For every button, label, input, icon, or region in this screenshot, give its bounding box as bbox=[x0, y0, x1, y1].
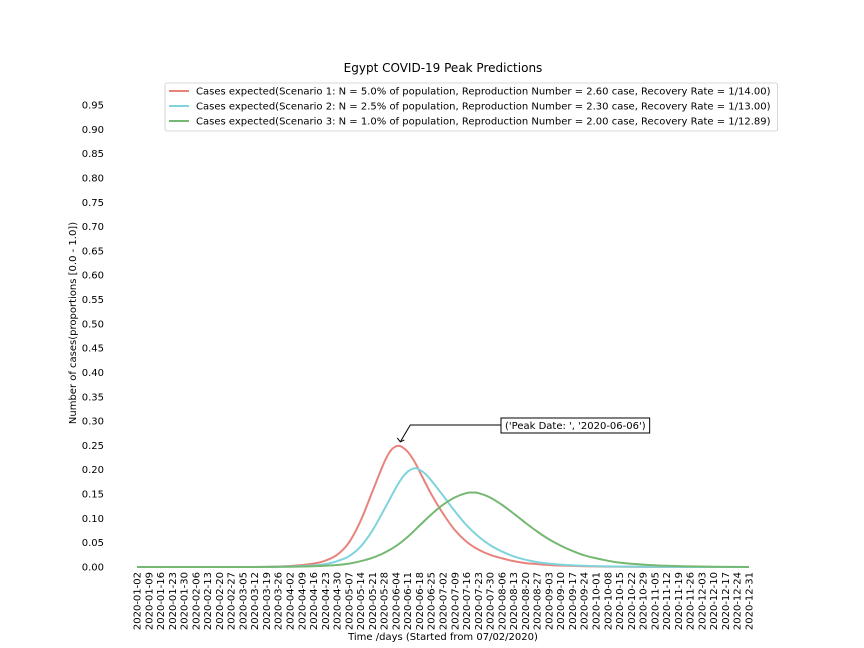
y-tick-label: 0.10 bbox=[82, 514, 104, 525]
x-tick-label: 2020-02-13 bbox=[203, 572, 214, 630]
x-axis-ticks: 2020-01-02 2020-01-09 2020-01-16 2020-01-23… bbox=[133, 572, 756, 630]
legend-label-1: Cases expected(Scenario 1: N = 5.0% of p… bbox=[196, 87, 771, 98]
y-tick-label: 0.70 bbox=[82, 222, 104, 233]
x-tick-label: 2020-11-26 bbox=[686, 572, 697, 630]
y-tick-label: 0.15 bbox=[82, 490, 104, 501]
x-tick-label: 2020-04-02 bbox=[286, 572, 297, 630]
x-tick-label: 2020-12-24 bbox=[733, 572, 744, 630]
x-tick-label: 2020-05-21 bbox=[368, 572, 379, 630]
series-lines bbox=[137, 444, 750, 569]
x-tick-label: 2020-01-30 bbox=[180, 572, 191, 630]
series-line-1 bbox=[137, 444, 750, 569]
x-tick-label: 2020-08-20 bbox=[521, 572, 532, 630]
x-tick-label: 2020-03-26 bbox=[274, 572, 285, 630]
x-tick-label: 2020-10-08 bbox=[603, 572, 614, 630]
x-tick-label: 2020-02-27 bbox=[227, 572, 238, 630]
y-tick-label: 0.55 bbox=[82, 295, 104, 306]
y-tick-label: 0.40 bbox=[82, 368, 104, 379]
y-tick-label: 0.65 bbox=[82, 246, 104, 257]
y-axis-ticks: 0.00 0.05 0.10 0.15 0.20 0.25 0.30 0.35 0.40 0.45… bbox=[82, 101, 104, 574]
x-tick-label: 2020-05-14 bbox=[356, 572, 367, 630]
x-tick-label: 2020-11-12 bbox=[662, 572, 673, 630]
x-tick-label: 2020-10-01 bbox=[592, 572, 603, 630]
x-tick-label: 2020-09-17 bbox=[568, 572, 579, 630]
series-line-2 bbox=[137, 467, 750, 569]
x-tick-label: 2020-10-22 bbox=[627, 572, 638, 630]
x-tick-label: 2020-08-13 bbox=[509, 572, 520, 630]
x-tick-label: 2020-11-05 bbox=[650, 572, 661, 630]
x-tick-label: 2020-09-03 bbox=[544, 572, 555, 630]
x-tick-label: 2020-07-23 bbox=[474, 572, 485, 630]
y-axis-label: Number of cases(proportions [0.0 - 1.0]) bbox=[68, 222, 79, 424]
x-tick-label: 2020-08-06 bbox=[497, 572, 508, 630]
y-tick-label: 0.35 bbox=[82, 392, 104, 403]
x-tick-label: 2020-03-05 bbox=[238, 572, 249, 630]
x-tick-label: 2020-02-20 bbox=[215, 572, 226, 630]
x-tick-label: 2020-06-11 bbox=[403, 572, 414, 630]
x-tick-label: 2020-12-17 bbox=[721, 572, 732, 630]
x-tick-label: 2020-01-16 bbox=[156, 572, 167, 630]
x-tick-label: 2020-05-28 bbox=[380, 572, 391, 630]
x-tick-label: 2020-12-31 bbox=[745, 572, 756, 630]
legend-frame bbox=[164, 82, 778, 132]
y-tick-label: 0.85 bbox=[82, 149, 104, 160]
x-tick-label: 2020-07-02 bbox=[439, 572, 450, 630]
y-tick-label: 0.95 bbox=[82, 101, 104, 112]
peak-annotation: ('Peak Date: ', '2020-06-06') bbox=[396, 417, 651, 443]
x-tick-label: 2020-03-12 bbox=[250, 572, 261, 630]
x-tick-label: 2020-04-30 bbox=[333, 572, 344, 630]
y-tick-label: 0.50 bbox=[82, 319, 104, 330]
y-tick-label: 0.25 bbox=[82, 441, 104, 452]
x-tick-label: 2020-12-03 bbox=[697, 572, 708, 630]
x-tick-label: 2020-10-29 bbox=[639, 572, 650, 630]
annotation-text: ('Peak Date: ', '2020-06-06') bbox=[505, 421, 646, 432]
annotation-box bbox=[500, 417, 651, 434]
x-tick-label: 2020-01-23 bbox=[168, 572, 179, 630]
x-axis-label: Time /days (Started from 07/02/2020) bbox=[347, 632, 538, 643]
x-tick-label: 2020-09-10 bbox=[556, 572, 567, 630]
y-tick-label: 0.75 bbox=[82, 198, 104, 209]
x-tick-label: 2020-09-24 bbox=[580, 572, 591, 630]
x-tick-label: 2020-02-06 bbox=[191, 572, 202, 630]
x-tick-label: 2020-01-02 bbox=[133, 572, 144, 630]
annotation-arrowhead bbox=[396, 437, 405, 443]
x-tick-label: 2020-03-19 bbox=[262, 572, 273, 630]
x-tick-label: 2020-05-07 bbox=[344, 572, 355, 630]
x-tick-label: 2020-06-18 bbox=[415, 572, 426, 630]
chart-title: Egypt COVID-19 Peak Predictions bbox=[344, 61, 543, 75]
x-tick-label: 2020-04-09 bbox=[297, 572, 308, 630]
y-tick-label: 0.00 bbox=[82, 563, 104, 574]
x-tick-label: 2020-07-16 bbox=[462, 572, 473, 630]
y-tick-label: 0.20 bbox=[82, 465, 104, 476]
series-line-3 bbox=[137, 491, 750, 569]
x-tick-label: 2020-10-15 bbox=[615, 572, 626, 630]
y-tick-label: 0.45 bbox=[82, 344, 104, 355]
legend-label-3: Cases expected(Scenario 3: N = 1.0% of p… bbox=[196, 117, 771, 128]
x-tick-label: 2020-11-19 bbox=[674, 572, 685, 630]
x-tick-label: 2020-04-16 bbox=[309, 572, 320, 630]
x-tick-label: 2020-06-04 bbox=[391, 572, 402, 630]
y-tick-label: 0.80 bbox=[82, 173, 104, 184]
x-tick-label: 2020-06-25 bbox=[427, 572, 438, 630]
x-tick-label: 2020-07-30 bbox=[486, 572, 497, 630]
legend-label-2: Cases expected(Scenario 2: N = 2.5% of p… bbox=[196, 102, 771, 113]
y-tick-label: 0.90 bbox=[82, 125, 104, 136]
y-tick-label: 0.60 bbox=[82, 271, 104, 282]
x-tick-label: 2020-01-09 bbox=[144, 572, 155, 630]
y-tick-label: 0.05 bbox=[82, 538, 104, 549]
x-tick-label: 2020-12-10 bbox=[709, 572, 720, 630]
legend: Cases expected(Scenario 1: N = 5.0% of p… bbox=[164, 82, 778, 132]
x-tick-label: 2020-04-23 bbox=[321, 572, 332, 630]
x-tick-label: 2020-07-09 bbox=[450, 572, 461, 630]
x-tick-label: 2020-08-27 bbox=[533, 572, 544, 630]
y-tick-label: 0.30 bbox=[82, 417, 104, 428]
annotation-arrow bbox=[399, 424, 501, 443]
